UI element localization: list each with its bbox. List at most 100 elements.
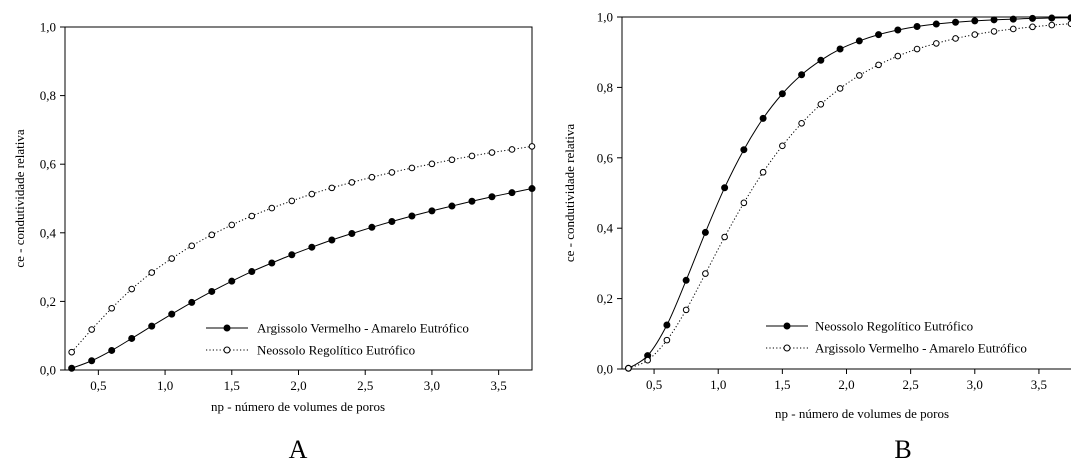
data-point [348, 229, 356, 237]
x-axis-label: np - número de volumes de poros [211, 399, 385, 414]
data-point [248, 212, 256, 220]
y-tick-label: 0,4 [40, 225, 57, 240]
data-point [990, 16, 998, 24]
data-point [740, 199, 748, 207]
data-point [952, 35, 959, 42]
data-point [1048, 21, 1056, 29]
data-point [701, 228, 709, 236]
data-point [528, 185, 536, 193]
plot-frame [64, 26, 533, 371]
data-point [1009, 25, 1017, 33]
series-2 [68, 143, 536, 356]
data-point [663, 336, 671, 344]
data-point [288, 251, 296, 259]
legend-label: Argissolo Vermelho - Amarelo Eutrófico [257, 321, 469, 336]
data-point [663, 321, 671, 329]
data-point [448, 156, 456, 164]
data-point [817, 56, 825, 64]
x-tick-label: 3,5 [491, 378, 507, 393]
data-point [1009, 15, 1017, 23]
x-axis-label: np - número de volumes de poros [775, 406, 949, 421]
data-point [208, 231, 216, 239]
data-point [875, 31, 883, 39]
data-point [88, 326, 95, 333]
data-point [108, 346, 116, 354]
data-point [952, 18, 960, 26]
data-point [448, 202, 456, 210]
data-point [702, 270, 709, 277]
x-tick-label: 2,0 [290, 378, 306, 393]
data-point [894, 52, 902, 60]
y-tick-label: 0,0 [597, 362, 613, 377]
data-point [759, 114, 767, 122]
data-point [88, 357, 96, 365]
data-point [408, 212, 416, 220]
data-point [188, 242, 196, 250]
data-point [971, 17, 979, 25]
data-point [798, 71, 806, 79]
data-point [388, 169, 396, 176]
x-tick-label: 1,0 [157, 378, 173, 393]
data-point [625, 364, 632, 372]
data-point [348, 179, 356, 186]
data-point [856, 72, 863, 79]
data-point [798, 120, 805, 127]
legend-marker [223, 346, 231, 354]
y-tick-label: 0,8 [597, 80, 613, 95]
series-line [628, 17, 1071, 369]
y-axis-label: ce - condutividade relativa [562, 124, 577, 262]
data-point [855, 37, 863, 45]
data-point [168, 255, 176, 262]
data-point [468, 152, 476, 160]
data-point [428, 160, 436, 168]
data-point [168, 310, 176, 318]
data-point [1067, 14, 1071, 22]
x-tick-label: 1,0 [710, 377, 726, 392]
data-point [1029, 14, 1037, 22]
data-point [817, 100, 825, 108]
data-point [328, 184, 336, 192]
data-point [488, 149, 496, 156]
y-tick-label: 0,2 [40, 294, 56, 309]
data-point [468, 197, 476, 205]
legend: Argissolo Vermelho - Amarelo Eutrófico Ne… [206, 321, 469, 358]
series-1 [68, 185, 536, 372]
y-tick-label: 0,6 [597, 150, 614, 165]
panel-letter: A [289, 435, 308, 464]
data-point [971, 31, 979, 38]
chart-panel-a: 0,5 1,0 1,5 2,0 2,5 3,0 3,5 0,0 0,2 0,4 0,6 0,8 1,0 n… [12, 20, 536, 464]
data-point [268, 259, 276, 267]
data-point [682, 306, 690, 314]
data-point [268, 204, 276, 212]
legend-marker [223, 324, 231, 332]
data-point [308, 243, 316, 251]
data-point [721, 184, 729, 192]
data-point [228, 221, 236, 229]
data-point [932, 20, 940, 28]
data-point [721, 233, 728, 241]
series-line [71, 188, 533, 369]
data-point [368, 223, 376, 231]
data-point [128, 334, 136, 342]
y-axis-label: ce - condutividade relativa [12, 129, 27, 267]
data-point [1029, 23, 1036, 31]
data-point [148, 322, 156, 330]
data-point [894, 26, 902, 34]
y-tick-label: 1,0 [597, 10, 613, 25]
y-tick-label: 0,0 [40, 363, 56, 378]
y-tick-label: 0,6 [40, 157, 57, 172]
legend-marker [783, 322, 791, 330]
legend-label: Neossolo Regolítico Eutrófico [815, 319, 973, 334]
panel-letter: B [894, 435, 911, 464]
data-point [836, 45, 844, 53]
data-point [933, 40, 940, 47]
legend-label: Neossolo Regolítico Eutrófico [257, 343, 415, 358]
series-2 [625, 20, 1071, 372]
data-point [644, 356, 651, 364]
data-point [779, 142, 786, 150]
data-point [228, 277, 236, 285]
x-tick-label: 2,0 [838, 377, 854, 392]
x-tick-label: 1,5 [224, 378, 240, 393]
data-point [108, 304, 115, 312]
y-tick-label: 1,0 [40, 20, 56, 35]
